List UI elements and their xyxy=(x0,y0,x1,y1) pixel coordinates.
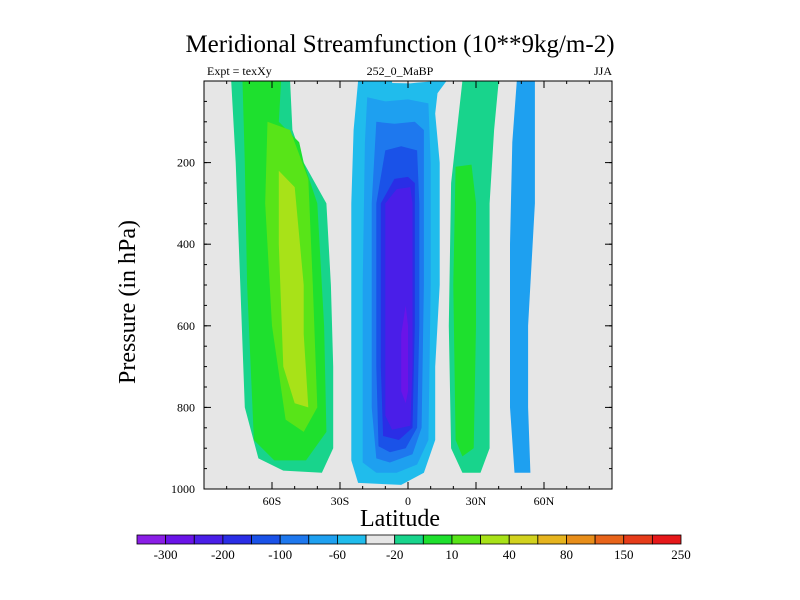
colorbar-swatch xyxy=(193,534,224,545)
y-tick-label: 1000 xyxy=(171,482,195,496)
colorbar-label: -20 xyxy=(386,547,403,562)
x-tick-label: 60S xyxy=(263,494,282,508)
x-tick-label: 0 xyxy=(405,494,411,508)
colorbar-swatch xyxy=(308,534,338,545)
colorbar-swatch xyxy=(451,534,481,545)
colorbar-label: 250 xyxy=(671,547,691,562)
colorbar-label: 150 xyxy=(614,547,634,562)
colorbar-swatch xyxy=(651,534,682,545)
contour-region-6 xyxy=(401,305,408,404)
colorbar-swatch xyxy=(365,534,396,545)
colorbar-swatch xyxy=(508,534,539,545)
chart-title: Meridional Streamfunction (10**9kg/m-2) xyxy=(185,31,615,58)
colorbar-swatch xyxy=(279,534,310,545)
contour-region-10 xyxy=(278,170,309,408)
colorbar-label: -100 xyxy=(268,547,292,562)
colorbar-swatch xyxy=(537,534,567,545)
period-label: 252_0_MaBP xyxy=(366,64,434,78)
plot-area xyxy=(203,80,613,490)
season-label: JJA xyxy=(593,64,612,78)
x-tick-label: 60N xyxy=(534,494,555,508)
x-axis-label: Latitude xyxy=(360,506,440,532)
y-axis-label: Pressure (in hPa) xyxy=(115,220,141,384)
colorbar-swatch xyxy=(251,534,281,545)
colorbar-swatch xyxy=(480,534,510,545)
experiment-label: Expt = texXy xyxy=(207,64,272,78)
y-tick-label: 200 xyxy=(177,156,195,170)
colorbar-label: 80 xyxy=(560,547,573,562)
colorbar-swatch xyxy=(422,534,453,545)
colorbar-label: -60 xyxy=(329,547,346,562)
y-axis: 200 400 600 800 1000 xyxy=(171,80,612,496)
colorbar-swatch xyxy=(136,534,167,545)
colorbar: -300 -200 -100 -60 -20 10 40 80 150 250 xyxy=(136,534,691,562)
colorbar-label: 40 xyxy=(503,547,516,562)
y-tick-label: 800 xyxy=(177,400,195,414)
colorbar-label: -200 xyxy=(211,547,235,562)
colorbar-swatch xyxy=(566,534,596,545)
colorbar-swatch xyxy=(165,534,195,545)
colorbar-swatch xyxy=(394,534,424,545)
contour-region-5 xyxy=(385,187,413,430)
colorbar-label: 10 xyxy=(445,547,458,562)
contour-region-12 xyxy=(453,164,476,457)
colorbar-swatch xyxy=(623,534,653,545)
y-tick-label: 400 xyxy=(177,237,195,251)
colorbar-swatch xyxy=(337,534,367,545)
y-tick-label: 600 xyxy=(177,319,195,333)
colorbar-label: -300 xyxy=(154,547,178,562)
x-tick-label: 30S xyxy=(331,494,350,508)
colorbar-swatch xyxy=(594,534,625,545)
x-tick-label: 30N xyxy=(466,494,487,508)
contour-region-13 xyxy=(510,81,535,473)
colorbar-swatch xyxy=(222,534,252,545)
x-axis: 60S 30S 0 30N 60N xyxy=(203,81,613,508)
